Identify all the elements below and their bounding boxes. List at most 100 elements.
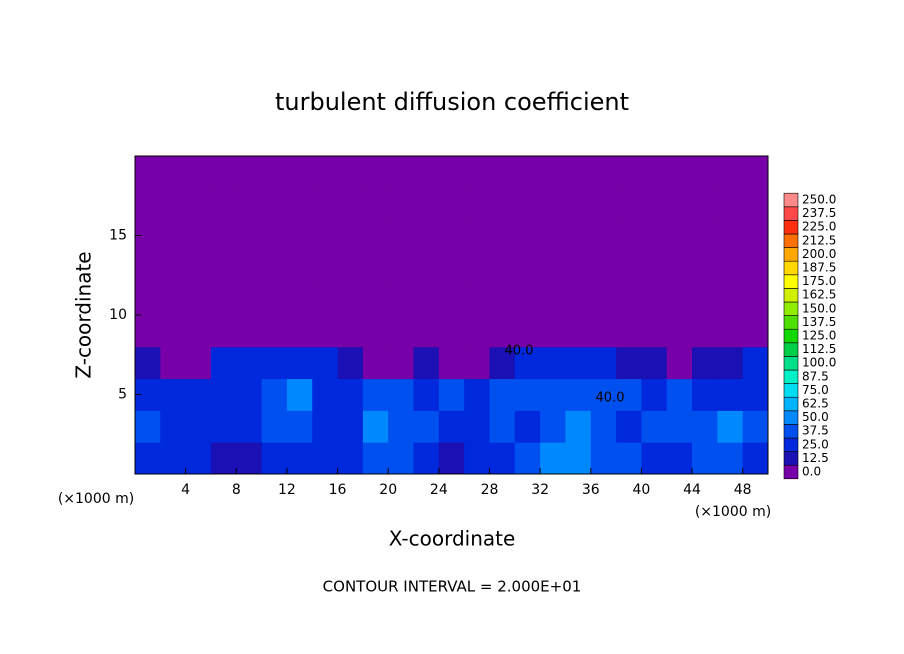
x-tick-label: 32 bbox=[531, 482, 549, 498]
field-cell bbox=[160, 187, 187, 221]
field-cell bbox=[261, 410, 288, 443]
field-cell bbox=[160, 156, 187, 189]
field-cell bbox=[489, 378, 516, 411]
field-cell bbox=[236, 410, 263, 443]
field-cell bbox=[337, 251, 364, 284]
colorbar-label: 237.5 bbox=[802, 206, 836, 220]
field-cell bbox=[286, 346, 313, 380]
field-cell bbox=[641, 378, 668, 411]
colorbar-swatch bbox=[783, 356, 799, 371]
field-cell bbox=[641, 315, 668, 348]
field-cell bbox=[540, 283, 566, 316]
colorbar-swatch bbox=[783, 206, 799, 221]
field-cell bbox=[413, 187, 440, 221]
field-cell bbox=[362, 283, 389, 316]
field-cell bbox=[388, 156, 415, 189]
field-cell bbox=[413, 251, 440, 284]
x-tick-label: 8 bbox=[232, 482, 241, 498]
field-cell bbox=[464, 251, 490, 284]
field-cell bbox=[210, 315, 237, 348]
field-cell bbox=[742, 410, 769, 443]
field-cell bbox=[692, 346, 718, 380]
field-cell bbox=[185, 410, 212, 443]
field-cell bbox=[464, 442, 490, 475]
field-cell bbox=[616, 346, 642, 380]
field-cell bbox=[641, 283, 668, 316]
field-cell bbox=[286, 315, 313, 348]
field-cell bbox=[261, 156, 288, 189]
field-cell bbox=[135, 410, 161, 443]
field-cell bbox=[438, 156, 465, 189]
y-tick-label: 5 bbox=[118, 387, 127, 403]
field-cell bbox=[489, 410, 516, 443]
field-cell bbox=[236, 442, 263, 475]
field-cell bbox=[590, 283, 617, 316]
field-cell bbox=[616, 378, 642, 411]
field-cell bbox=[185, 378, 212, 411]
field-cell bbox=[590, 219, 617, 252]
field-cell bbox=[692, 156, 718, 189]
colorbar-label: 225.0 bbox=[802, 220, 836, 234]
field-cell bbox=[135, 251, 161, 284]
field-cell bbox=[286, 410, 313, 443]
field-cell bbox=[742, 442, 769, 475]
colorbar-swatch bbox=[783, 410, 799, 425]
field-cell bbox=[312, 283, 339, 316]
field-cell bbox=[312, 346, 339, 380]
field-cell bbox=[337, 187, 364, 221]
field-cell bbox=[717, 219, 744, 252]
field-cell bbox=[312, 219, 339, 252]
colorbar-swatch bbox=[783, 315, 799, 330]
field-cell bbox=[312, 442, 339, 475]
colorbar-label: 250.0 bbox=[802, 193, 836, 207]
colorbar-swatch bbox=[783, 342, 799, 357]
field-cell bbox=[210, 378, 237, 411]
colorbar-label: 62.5 bbox=[802, 397, 829, 411]
field-cell bbox=[464, 187, 490, 221]
field-cell bbox=[742, 156, 769, 189]
colorbar-label: 112.5 bbox=[802, 342, 836, 356]
field-cell bbox=[362, 346, 389, 380]
field-cell bbox=[565, 283, 592, 316]
field-cell bbox=[312, 251, 339, 284]
field-cell bbox=[185, 442, 212, 475]
field-cell bbox=[236, 315, 263, 348]
field-cell bbox=[362, 315, 389, 348]
field-cell bbox=[514, 346, 541, 380]
field-cell bbox=[717, 410, 744, 443]
field-cell bbox=[692, 251, 718, 284]
field-cell bbox=[438, 283, 465, 316]
field-cell bbox=[388, 187, 415, 221]
colorbar-swatch bbox=[783, 192, 799, 208]
field-cell bbox=[286, 283, 313, 316]
field-cell bbox=[312, 156, 339, 189]
field-cell bbox=[565, 442, 592, 475]
field-cell bbox=[692, 219, 718, 252]
field-cell bbox=[540, 410, 566, 443]
field-cell bbox=[717, 283, 744, 316]
field-cell bbox=[590, 346, 617, 380]
field-cell bbox=[489, 187, 516, 221]
field-cell bbox=[261, 315, 288, 348]
field-cell bbox=[641, 187, 668, 221]
field-cell bbox=[286, 251, 313, 284]
field-cell bbox=[717, 346, 744, 380]
y-tick-label: 15 bbox=[109, 228, 127, 244]
colorbar-label: 37.5 bbox=[802, 424, 829, 438]
field-cell bbox=[388, 315, 415, 348]
field-cell bbox=[388, 442, 415, 475]
field-cell bbox=[489, 156, 516, 189]
field-cell bbox=[565, 156, 592, 189]
field-cell bbox=[641, 219, 668, 252]
field-cell bbox=[210, 442, 237, 475]
field-cell bbox=[236, 187, 263, 221]
field-cell bbox=[616, 283, 642, 316]
field-cell bbox=[590, 187, 617, 221]
field-cell bbox=[135, 283, 161, 316]
field-cell bbox=[565, 187, 592, 221]
colorbar-swatch bbox=[783, 451, 799, 466]
field-cell bbox=[236, 378, 263, 411]
field-cell bbox=[692, 187, 718, 221]
colorbar-swatch bbox=[783, 301, 799, 316]
